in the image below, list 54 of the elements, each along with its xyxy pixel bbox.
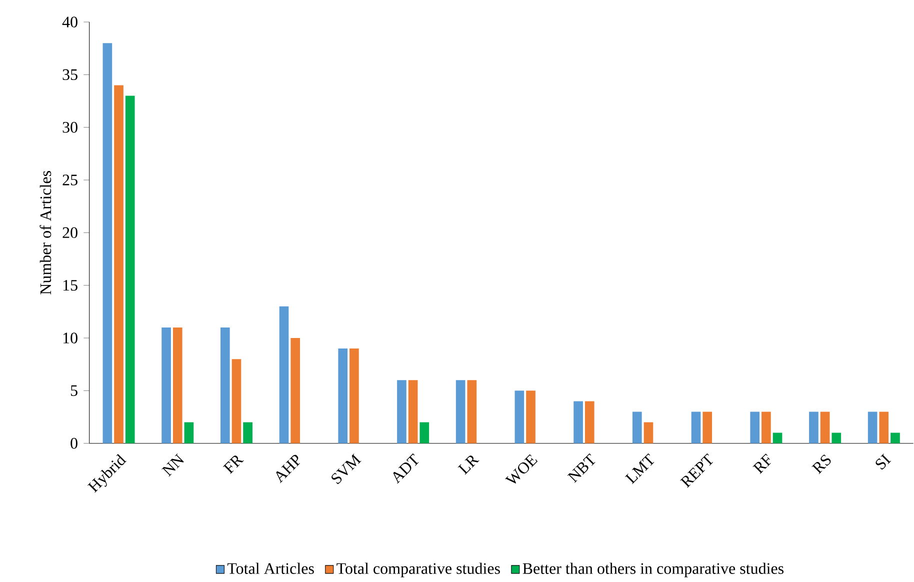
x-tick-label: RS <box>812 454 831 474</box>
y-axis-title: Number of Articles <box>40 171 52 295</box>
x-tick-label: FR <box>222 456 244 474</box>
y-tick-label: 25 <box>62 174 78 186</box>
bar <box>890 433 900 444</box>
bar <box>868 412 878 444</box>
bar <box>102 43 112 444</box>
legend-label: Total Articles <box>227 562 314 574</box>
bar <box>526 390 536 444</box>
bar <box>456 380 466 444</box>
bar <box>408 380 418 444</box>
bar <box>338 348 348 444</box>
y-tick-label: 15 <box>63 280 78 291</box>
bar <box>879 412 889 444</box>
bar <box>125 96 135 444</box>
bar <box>350 348 359 444</box>
y-tick-label: 5 <box>70 386 78 396</box>
y-tick-label: 0 <box>70 438 78 449</box>
bar <box>243 422 252 444</box>
y-tick-label: 40 <box>62 16 78 28</box>
bar <box>114 85 124 444</box>
y-tick-label: 35 <box>62 70 78 80</box>
bar <box>162 328 171 444</box>
bar <box>279 306 289 444</box>
legend-label: Better than others in comparative studies <box>522 562 784 578</box>
x-tick-label: NN <box>162 454 184 477</box>
bar <box>750 412 760 444</box>
bar <box>397 380 406 444</box>
x-tick-label: RF <box>752 454 771 474</box>
bar <box>184 422 194 444</box>
bar <box>584 401 594 444</box>
x-tick-label: LR <box>458 456 480 475</box>
y-tick-label: 30 <box>62 122 78 133</box>
bar <box>820 412 830 444</box>
bar <box>232 359 242 444</box>
x-tick-label: SI <box>876 454 891 470</box>
bar <box>632 412 642 444</box>
bar <box>220 328 230 444</box>
bar <box>772 433 782 444</box>
bar <box>691 412 701 444</box>
legend-label: Total comparative studies <box>336 562 500 578</box>
bar <box>702 412 712 444</box>
bar <box>467 380 477 444</box>
bar <box>514 390 524 444</box>
y-tick-label: 10 <box>63 332 78 344</box>
bar <box>420 422 430 444</box>
bar <box>172 328 182 444</box>
bar <box>644 422 654 444</box>
bar <box>809 412 818 444</box>
bar <box>832 433 842 444</box>
bar <box>574 401 583 444</box>
y-tick-label: 20 <box>62 228 78 238</box>
bar <box>290 338 300 444</box>
bar <box>762 412 771 444</box>
